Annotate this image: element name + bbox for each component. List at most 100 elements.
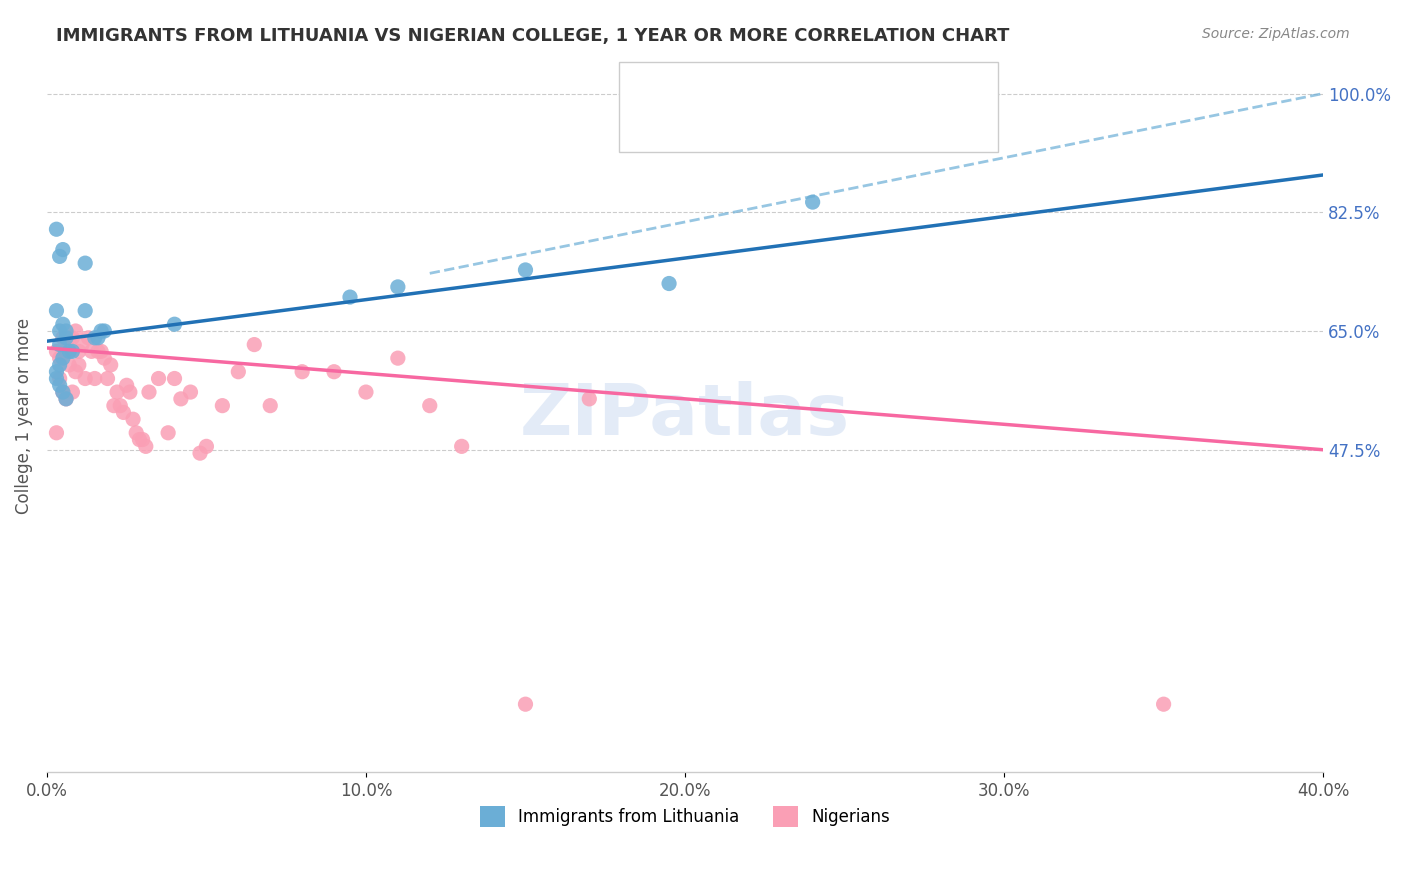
- Point: [93, 351, 115, 366]
- Point: [188, 446, 211, 460]
- Point: [515, 697, 537, 711]
- Point: [170, 392, 193, 406]
- Point: [100, 358, 122, 372]
- Point: [52, 351, 75, 366]
- Text: ZIPatlas: ZIPatlas: [520, 381, 851, 450]
- Point: [48, 371, 70, 385]
- Point: [110, 399, 132, 413]
- Point: [228, 365, 250, 379]
- Point: [52, 385, 75, 400]
- Point: [52, 243, 75, 257]
- Point: [291, 365, 314, 379]
- Point: [45, 365, 67, 379]
- Point: [87, 344, 110, 359]
- Point: [90, 324, 112, 338]
- Point: [75, 303, 97, 318]
- Point: [65, 365, 87, 379]
- Text: N =: N =: [766, 116, 803, 134]
- Point: [125, 425, 148, 440]
- Point: [48, 378, 70, 392]
- Point: [75, 371, 97, 385]
- Point: [195, 439, 218, 453]
- Point: [80, 344, 103, 359]
- Point: [58, 331, 80, 345]
- Text: R =: R =: [668, 116, 704, 134]
- Point: [122, 412, 145, 426]
- Point: [62, 344, 84, 359]
- Point: [93, 324, 115, 338]
- Point: [48, 249, 70, 263]
- Point: [48, 358, 70, 372]
- Point: [138, 385, 160, 400]
- Point: [419, 399, 441, 413]
- Text: R =: R =: [668, 76, 704, 94]
- Point: [58, 358, 80, 372]
- Point: [515, 263, 537, 277]
- Point: [52, 331, 75, 345]
- Text: 30: 30: [801, 76, 824, 94]
- Point: [67, 358, 90, 372]
- Point: [55, 331, 77, 345]
- Point: [658, 277, 681, 291]
- Point: [55, 392, 77, 406]
- Y-axis label: College, 1 year or more: College, 1 year or more: [15, 318, 32, 514]
- Point: [45, 222, 67, 236]
- Point: [55, 344, 77, 359]
- Text: 0.350: 0.350: [710, 76, 762, 94]
- Point: [65, 324, 87, 338]
- Point: [450, 439, 472, 453]
- Point: [67, 344, 90, 359]
- Point: [83, 371, 105, 385]
- Text: IMMIGRANTS FROM LITHUANIA VS NIGERIAN COLLEGE, 1 YEAR OR MORE CORRELATION CHART: IMMIGRANTS FROM LITHUANIA VS NIGERIAN CO…: [56, 27, 1010, 45]
- Point: [55, 324, 77, 338]
- Point: [179, 385, 201, 400]
- Point: [52, 385, 75, 400]
- Point: [62, 331, 84, 345]
- Point: [243, 337, 266, 351]
- Point: [135, 439, 157, 453]
- Point: [62, 385, 84, 400]
- Point: [77, 331, 100, 345]
- Text: 58: 58: [801, 116, 824, 134]
- Text: N =: N =: [766, 76, 803, 94]
- Point: [211, 399, 233, 413]
- Point: [87, 331, 110, 345]
- Point: [115, 378, 138, 392]
- Point: [96, 371, 118, 385]
- Point: [118, 385, 141, 400]
- Point: [163, 317, 186, 331]
- Point: [339, 290, 361, 304]
- Point: [45, 344, 67, 359]
- Point: [55, 392, 77, 406]
- Point: [259, 399, 281, 413]
- Point: [103, 399, 125, 413]
- Point: [45, 371, 67, 385]
- Point: [112, 405, 135, 419]
- Point: [128, 433, 150, 447]
- Point: [83, 331, 105, 345]
- Point: [48, 324, 70, 338]
- Point: [131, 433, 153, 447]
- Point: [387, 280, 409, 294]
- Point: [323, 365, 346, 379]
- Point: [45, 303, 67, 318]
- Point: [90, 344, 112, 359]
- Text: Source: ZipAtlas.com: Source: ZipAtlas.com: [1202, 27, 1350, 41]
- Point: [75, 256, 97, 270]
- Point: [1153, 697, 1175, 711]
- Legend: Immigrants from Lithuania, Nigerians: Immigrants from Lithuania, Nigerians: [471, 798, 898, 835]
- Point: [70, 337, 93, 351]
- Point: [45, 425, 67, 440]
- Point: [157, 425, 180, 440]
- Point: [48, 337, 70, 351]
- Text: -0.184: -0.184: [706, 116, 765, 134]
- Point: [354, 385, 377, 400]
- Point: [105, 385, 128, 400]
- Point: [48, 351, 70, 366]
- Point: [58, 344, 80, 359]
- Point: [387, 351, 409, 366]
- Point: [578, 392, 600, 406]
- Point: [148, 371, 170, 385]
- Point: [801, 195, 824, 210]
- Point: [52, 317, 75, 331]
